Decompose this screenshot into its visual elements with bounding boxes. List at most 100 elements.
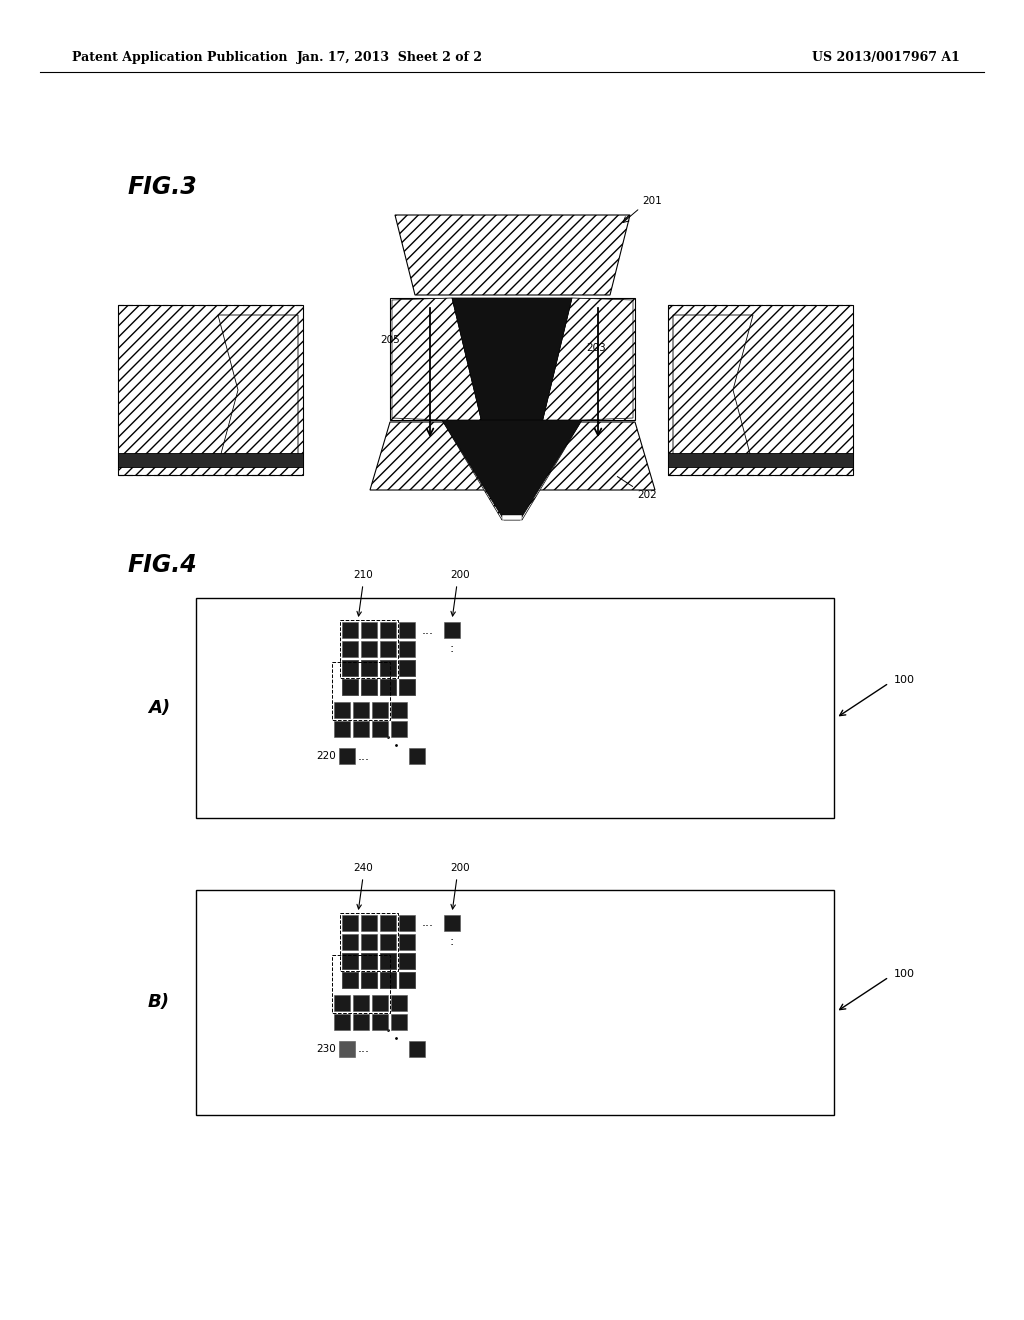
Bar [399, 972, 415, 987]
Bar [342, 678, 358, 696]
Bar [340, 913, 398, 972]
Polygon shape [442, 420, 582, 520]
Text: 220: 220 [316, 751, 336, 762]
Bar [361, 915, 377, 931]
Bar [342, 972, 358, 987]
Bar [353, 721, 369, 737]
Polygon shape [452, 298, 572, 515]
Bar [342, 678, 358, 696]
Bar [399, 935, 415, 950]
Text: ...: ... [358, 750, 370, 763]
Bar [399, 660, 415, 676]
Text: 205: 205 [380, 335, 400, 345]
Bar [332, 954, 390, 1012]
Bar [340, 620, 398, 678]
Bar [380, 972, 396, 987]
Bar [361, 972, 377, 987]
Bar [342, 935, 358, 950]
Bar [399, 915, 415, 931]
Bar [391, 702, 407, 718]
Bar [380, 953, 396, 969]
Bar [118, 453, 303, 467]
Text: 202: 202 [637, 490, 656, 500]
Bar [361, 935, 377, 950]
Bar [380, 678, 396, 696]
Bar [444, 622, 460, 638]
Bar [372, 1014, 388, 1030]
Bar [361, 660, 377, 676]
Text: ...: ... [358, 1043, 370, 1056]
Bar [196, 890, 834, 1115]
Bar [409, 1041, 425, 1057]
Bar [399, 678, 415, 696]
Bar [342, 953, 358, 969]
Bar [353, 1014, 369, 1030]
Bar [342, 622, 358, 638]
Text: 240: 240 [353, 863, 373, 873]
Bar [399, 660, 415, 676]
Bar [380, 660, 396, 676]
Polygon shape [395, 215, 630, 294]
Text: 200: 200 [451, 570, 470, 579]
Text: 210: 210 [353, 570, 373, 579]
Text: 200: 200 [451, 863, 470, 873]
Bar [380, 935, 396, 950]
Text: A): A) [147, 700, 170, 717]
Bar [399, 972, 415, 987]
Text: US 2013/0017967 A1: US 2013/0017967 A1 [812, 51, 961, 65]
Polygon shape [502, 515, 522, 520]
Text: 100: 100 [894, 675, 915, 685]
Bar [409, 748, 425, 764]
Polygon shape [668, 305, 853, 475]
Bar [342, 972, 358, 987]
Bar [380, 915, 396, 931]
Bar [353, 702, 369, 718]
Bar [372, 702, 388, 718]
Text: B): B) [148, 993, 170, 1011]
Bar [380, 972, 396, 987]
Bar [361, 953, 377, 969]
Bar [361, 660, 377, 676]
Bar [399, 953, 415, 969]
Text: FIG.4: FIG.4 [128, 553, 198, 577]
Text: :: : [450, 642, 454, 655]
Bar [342, 915, 358, 931]
Text: :: : [450, 935, 454, 948]
Bar [444, 915, 460, 931]
Text: Patent Application Publication: Patent Application Publication [72, 51, 288, 65]
Text: Jan. 17, 2013  Sheet 2 of 2: Jan. 17, 2013 Sheet 2 of 2 [297, 51, 483, 65]
Text: 230: 230 [316, 1044, 336, 1053]
Polygon shape [218, 315, 298, 465]
Text: 203: 203 [586, 343, 606, 352]
Bar [380, 660, 396, 676]
Bar [361, 678, 377, 696]
Text: 100: 100 [894, 969, 915, 979]
Bar [361, 972, 377, 987]
Bar [361, 953, 377, 969]
Text: FIG.3: FIG.3 [128, 176, 198, 199]
Bar [380, 622, 396, 638]
Bar [342, 642, 358, 657]
Bar [399, 953, 415, 969]
Text: ...: ... [422, 623, 434, 636]
Bar [334, 702, 350, 718]
Bar [342, 660, 358, 676]
Bar [334, 721, 350, 737]
Polygon shape [370, 422, 655, 490]
Bar [391, 721, 407, 737]
Text: 204: 204 [535, 305, 555, 315]
Polygon shape [390, 298, 635, 420]
Bar [391, 995, 407, 1011]
Bar [353, 995, 369, 1011]
Bar [380, 642, 396, 657]
Bar [342, 660, 358, 676]
Bar [196, 598, 834, 818]
Bar [334, 995, 350, 1011]
Bar [399, 642, 415, 657]
Bar [339, 1041, 355, 1057]
Bar [361, 622, 377, 638]
Text: ...: ... [422, 916, 434, 929]
Polygon shape [673, 315, 753, 465]
Bar [334, 1014, 350, 1030]
Bar [668, 453, 853, 467]
